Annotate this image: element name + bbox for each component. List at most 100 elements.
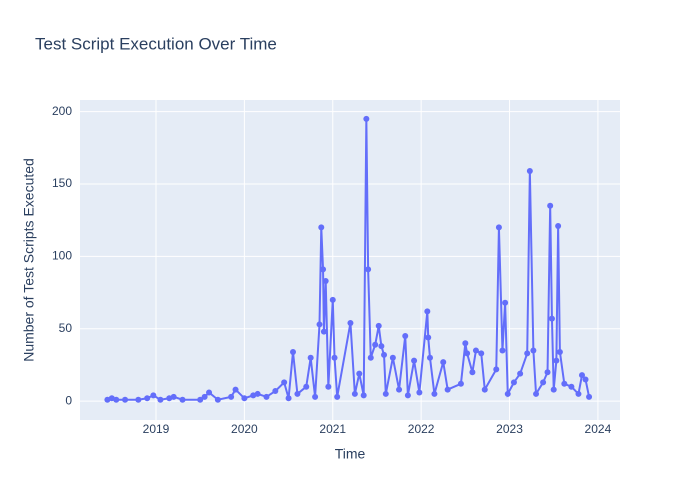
data-point bbox=[568, 383, 575, 390]
y-tick-label: 200 bbox=[52, 104, 72, 118]
data-point bbox=[444, 386, 451, 393]
data-point bbox=[530, 347, 537, 354]
x-tick-label: 2019 bbox=[143, 422, 170, 436]
data-point bbox=[144, 395, 151, 402]
data-point bbox=[402, 333, 409, 340]
data-point bbox=[320, 266, 327, 273]
data-point bbox=[389, 354, 396, 361]
data-point bbox=[396, 386, 403, 393]
data-point bbox=[457, 380, 464, 387]
data-point bbox=[325, 383, 332, 390]
data-point bbox=[294, 390, 301, 397]
chart-title: Test Script Execution Over Time bbox=[35, 34, 277, 53]
data-point bbox=[424, 308, 431, 315]
data-point bbox=[122, 396, 129, 403]
y-axis-title: Number of Test Scripts Executed bbox=[21, 158, 37, 362]
data-point bbox=[367, 354, 374, 361]
data-point bbox=[312, 393, 319, 400]
data-point bbox=[179, 396, 186, 403]
x-tick-label: 2020 bbox=[231, 422, 258, 436]
x-tick-label: 2022 bbox=[408, 422, 435, 436]
data-point bbox=[440, 359, 447, 366]
data-point bbox=[533, 390, 540, 397]
data-point bbox=[502, 299, 509, 306]
data-point bbox=[363, 115, 370, 122]
data-point bbox=[582, 376, 589, 383]
data-point bbox=[431, 390, 438, 397]
data-point bbox=[360, 392, 367, 399]
x-axis-title: Time bbox=[335, 446, 366, 462]
data-point bbox=[320, 328, 327, 335]
x-tick-label: 2024 bbox=[585, 422, 612, 436]
data-point bbox=[263, 393, 270, 400]
data-point bbox=[510, 379, 517, 386]
data-point bbox=[214, 396, 221, 403]
data-point bbox=[462, 340, 469, 347]
data-point bbox=[356, 370, 363, 377]
data-point bbox=[201, 393, 208, 400]
data-point bbox=[499, 347, 506, 354]
data-point bbox=[375, 322, 382, 329]
data-point bbox=[113, 396, 120, 403]
data-point bbox=[329, 296, 336, 303]
data-point bbox=[322, 277, 329, 284]
data-point bbox=[426, 354, 433, 361]
data-point bbox=[232, 386, 239, 393]
data-point bbox=[331, 354, 338, 361]
data-point bbox=[561, 380, 568, 387]
data-point bbox=[404, 392, 411, 399]
x-tick-label: 2023 bbox=[496, 422, 523, 436]
data-point bbox=[555, 222, 562, 229]
data-point bbox=[495, 224, 502, 231]
data-point bbox=[464, 350, 471, 357]
data-point bbox=[157, 396, 164, 403]
data-point bbox=[316, 321, 323, 328]
data-point bbox=[472, 347, 479, 354]
data-point bbox=[517, 370, 524, 377]
data-point bbox=[135, 396, 142, 403]
data-point bbox=[469, 369, 476, 376]
plot-area bbox=[80, 100, 620, 420]
data-point bbox=[553, 357, 560, 364]
data-point bbox=[416, 389, 423, 396]
line-series bbox=[107, 118, 591, 401]
data-point bbox=[586, 393, 593, 400]
data-point bbox=[378, 343, 385, 350]
data-point bbox=[524, 350, 531, 357]
data-point bbox=[307, 354, 314, 361]
data-point bbox=[550, 386, 557, 393]
data-point bbox=[547, 202, 554, 209]
data-point bbox=[478, 350, 485, 357]
data-point bbox=[578, 372, 585, 379]
data-point bbox=[254, 390, 261, 397]
data-point bbox=[206, 389, 213, 396]
data-point bbox=[347, 319, 354, 326]
data-point bbox=[540, 379, 547, 386]
data-point bbox=[548, 315, 555, 322]
x-tick-label: 2021 bbox=[319, 422, 346, 436]
data-point bbox=[334, 393, 341, 400]
data-point bbox=[289, 348, 296, 355]
data-point bbox=[575, 390, 582, 397]
data-point bbox=[241, 395, 248, 402]
data-point bbox=[351, 390, 358, 397]
data-point bbox=[382, 390, 389, 397]
data-point bbox=[425, 334, 432, 341]
data-point bbox=[481, 386, 488, 393]
data-point bbox=[365, 266, 372, 273]
data-point bbox=[372, 341, 379, 348]
data-point bbox=[493, 366, 500, 373]
data-point bbox=[504, 390, 511, 397]
data-point bbox=[303, 383, 310, 390]
data-point bbox=[228, 393, 235, 400]
y-tick-label: 150 bbox=[52, 176, 72, 190]
y-tick-label: 0 bbox=[65, 393, 72, 407]
data-point bbox=[272, 388, 279, 395]
data-point bbox=[526, 167, 533, 174]
data-point bbox=[281, 379, 288, 386]
data-point bbox=[381, 351, 388, 358]
y-tick-label: 100 bbox=[52, 249, 72, 263]
data-point bbox=[170, 393, 177, 400]
data-point bbox=[150, 392, 157, 399]
